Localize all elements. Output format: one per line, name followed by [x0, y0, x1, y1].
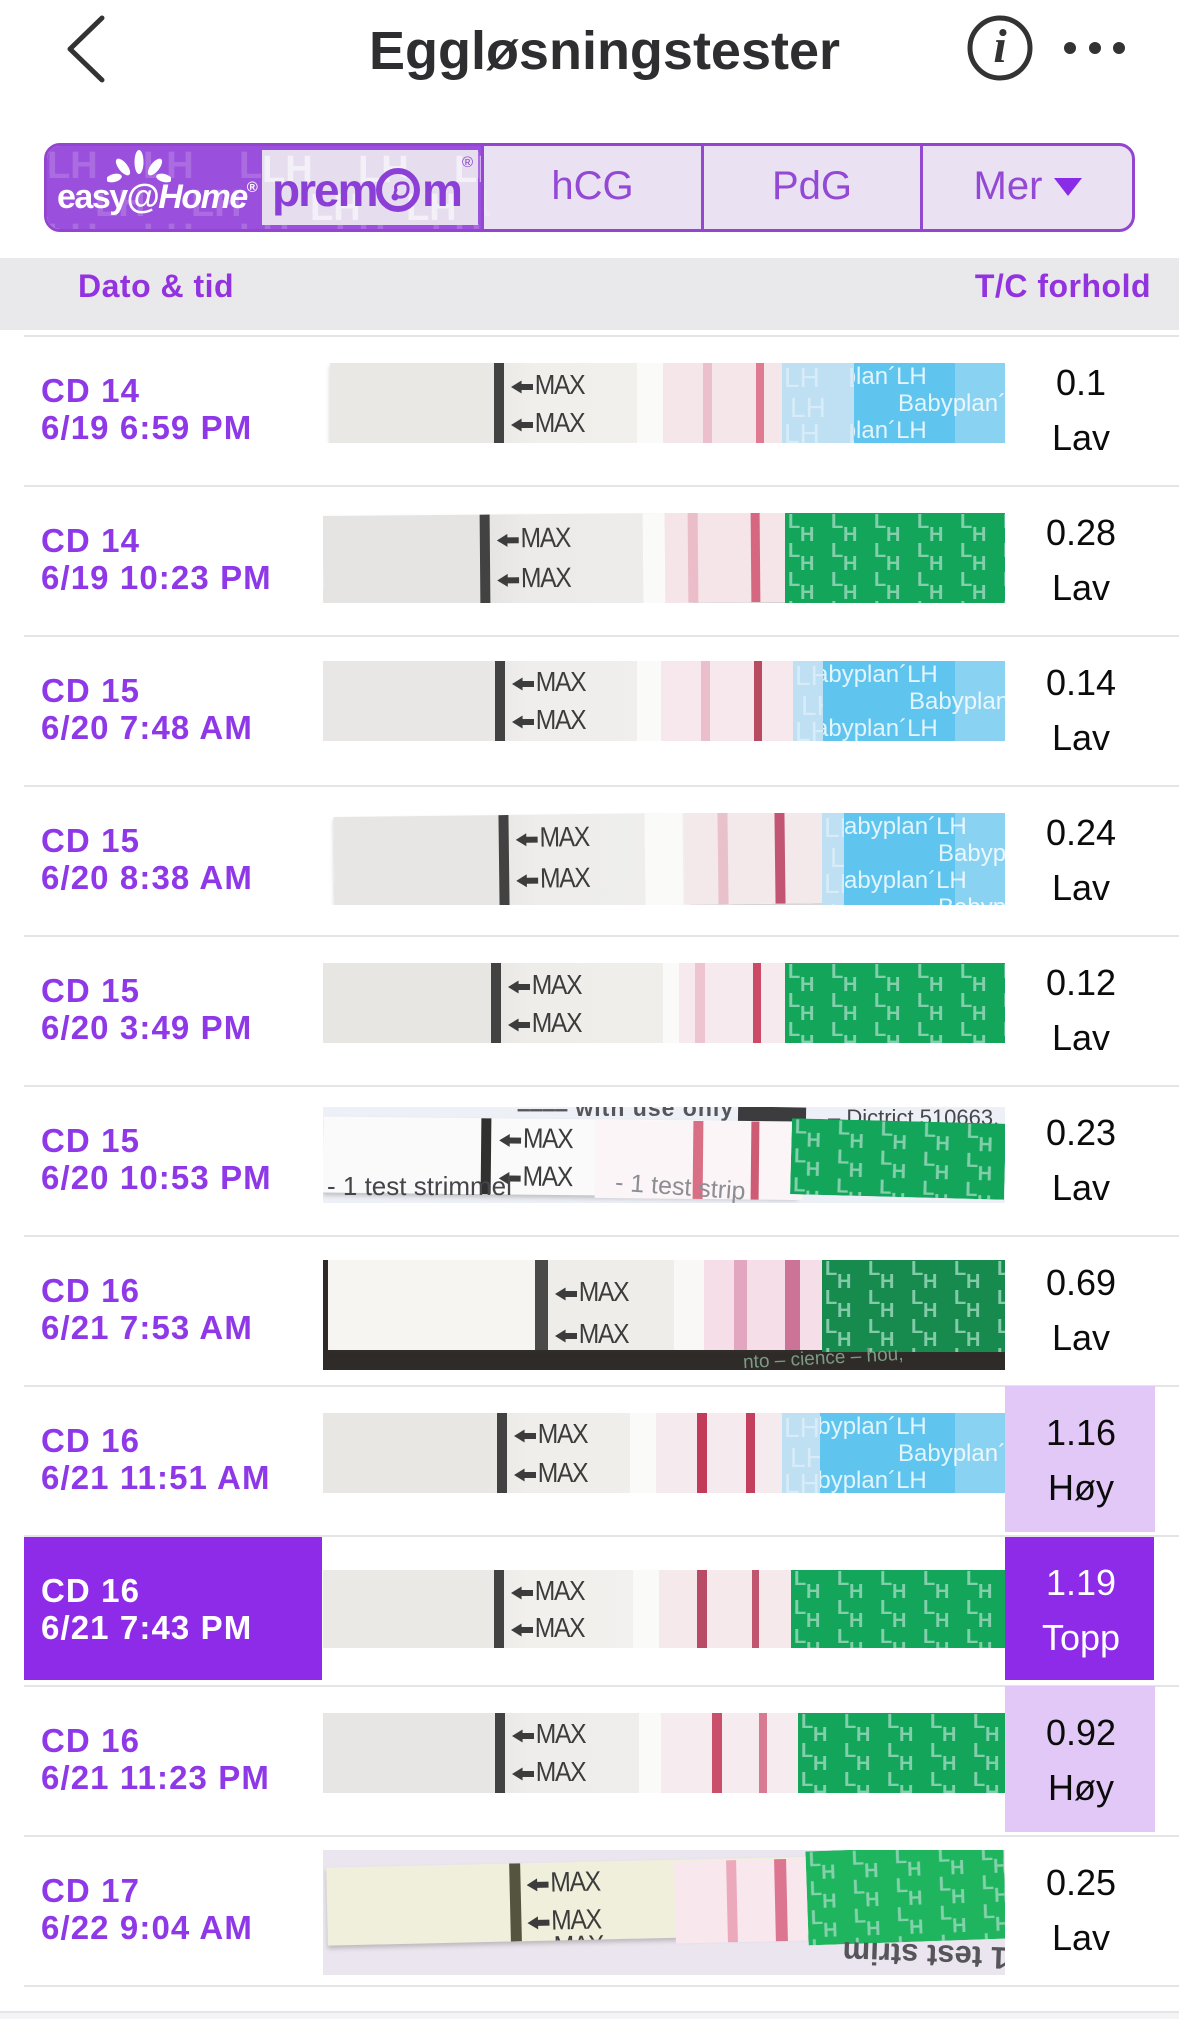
- svg-text:i: i: [993, 20, 1007, 73]
